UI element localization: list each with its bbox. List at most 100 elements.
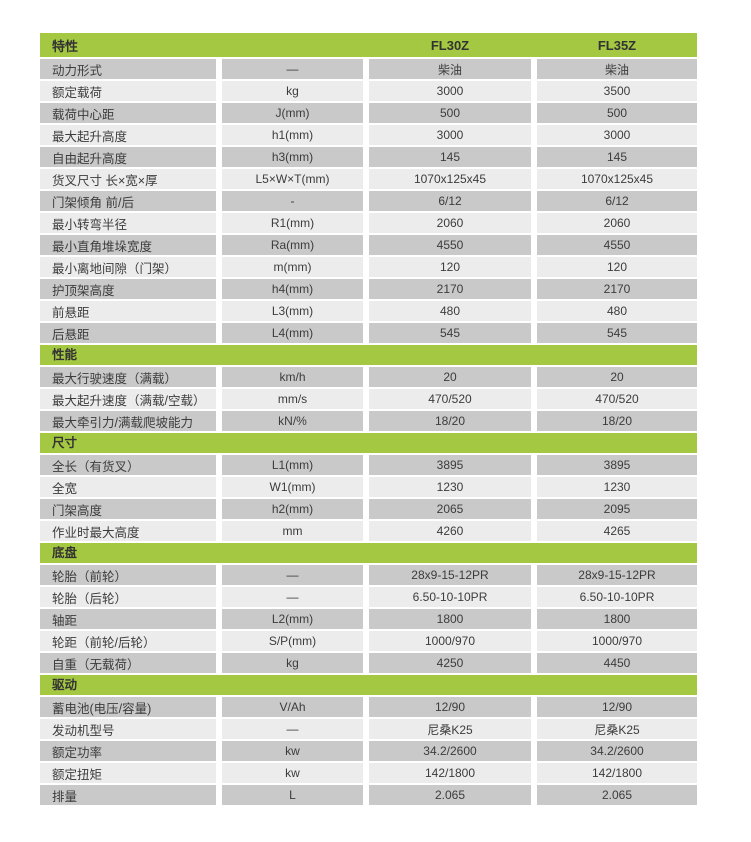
row-unit: h1(mm) <box>222 125 363 145</box>
row-unit: - <box>222 191 363 211</box>
row-unit: kw <box>222 741 363 761</box>
row-unit: mm <box>222 521 363 541</box>
row-unit: V/Ah <box>222 697 363 717</box>
row-unit: L <box>222 785 363 805</box>
row-label: 轴距 <box>40 609 216 629</box>
row-value: 1800 <box>537 609 697 629</box>
row-value: 545 <box>369 323 531 343</box>
header-col-fl30z: FL30Z <box>430 37 470 53</box>
row-value: 2.065 <box>537 785 697 805</box>
row-label: 自由起升高度 <box>40 147 216 167</box>
row-value: 尼桑K25 <box>369 719 531 739</box>
row-value: 2060 <box>537 213 697 233</box>
row-unit: — <box>222 719 363 739</box>
row-label: 门架高度 <box>40 499 216 519</box>
row-value: 120 <box>369 257 531 277</box>
row-value: 3895 <box>537 455 697 475</box>
row-label: 全长（有货叉） <box>40 455 216 475</box>
row-value: 1800 <box>369 609 531 629</box>
section-header-row: 驱动 <box>40 675 697 695</box>
row-unit: — <box>222 587 363 607</box>
row-label: 最小离地间隙（门架） <box>40 257 216 277</box>
row-value: 6.50-10-10PR <box>369 587 531 607</box>
row-label: 护顶架高度 <box>40 279 216 299</box>
row-value: 3000 <box>537 125 697 145</box>
row-label: 门架倾角 前/后 <box>40 191 216 211</box>
spec-table-body: 动力形式 — 柴油 柴油 额定载荷 kg 3000 3500 载荷中心距 J(mm) 500 500 最… <box>40 59 697 805</box>
row-value: 1230 <box>369 477 531 497</box>
section-header-row: 底盘 <box>40 543 697 563</box>
row-unit: J(mm) <box>222 103 363 123</box>
row-value: 1000/970 <box>537 631 697 651</box>
row-unit: kg <box>222 81 363 101</box>
table-row: 最小直角堆垛宽度 Ra(mm) 4550 4550 <box>40 235 697 255</box>
row-label: 最大牵引力/满载爬坡能力 <box>40 411 216 431</box>
row-unit: L3(mm) <box>222 301 363 321</box>
row-value: 545 <box>537 323 697 343</box>
table-row: 轴距 L2(mm) 1800 1800 <box>40 609 697 629</box>
row-unit: L5×W×T(mm) <box>222 169 363 189</box>
row-label: 蓄电池(电压/容量) <box>40 697 216 717</box>
table-row: 蓄电池(电压/容量) V/Ah 12/90 12/90 <box>40 697 697 717</box>
row-unit: — <box>222 59 363 79</box>
row-label: 轮胎（后轮） <box>40 587 216 607</box>
table-row: 最小离地间隙（门架） m(mm) 120 120 <box>40 257 697 277</box>
header-unit-col <box>222 33 363 57</box>
table-row: 后悬距 L4(mm) 545 545 <box>40 323 697 343</box>
row-value: 2.065 <box>369 785 531 805</box>
row-unit: km/h <box>222 367 363 387</box>
row-value: 6/12 <box>537 191 697 211</box>
row-value: 34.2/2600 <box>537 741 697 761</box>
table-row: 最小转弯半径 R1(mm) 2060 2060 <box>40 213 697 233</box>
row-value: 2170 <box>537 279 697 299</box>
row-label: 后悬距 <box>40 323 216 343</box>
table-row: 全宽 W1(mm) 1230 1230 <box>40 477 697 497</box>
row-value: 145 <box>369 147 531 167</box>
row-value: 145 <box>537 147 697 167</box>
table-row: 门架倾角 前/后 -6/12 6/12 <box>40 191 697 211</box>
row-value: 4250 <box>369 653 531 673</box>
row-value: 柴油 <box>537 59 697 79</box>
row-label: 最大起升速度（满载/空载） <box>40 389 216 409</box>
row-unit: R1(mm) <box>222 213 363 233</box>
spec-table: 特性 FL30Z FL35Z 动力形式 — 柴油 柴油 额定载荷 kg 3000 3500 载荷… <box>40 33 697 807</box>
table-row: 发动机型号 — 尼桑K25 尼桑K25 <box>40 719 697 739</box>
table-row: 轮距（前轮/后轮） S/P(mm) 1000/970 1000/970 <box>40 631 697 651</box>
row-label: 载荷中心距 <box>40 103 216 123</box>
row-value: 4550 <box>369 235 531 255</box>
row-value: 6/12 <box>369 191 531 211</box>
row-value: 480 <box>369 301 531 321</box>
table-row: 护顶架高度 h4(mm) 2170 2170 <box>40 279 697 299</box>
row-value: 1070x125x45 <box>537 169 697 189</box>
row-value: 20 <box>537 367 697 387</box>
row-label: 最小直角堆垛宽度 <box>40 235 216 255</box>
row-label: 额定载荷 <box>40 81 216 101</box>
row-label: 额定功率 <box>40 741 216 761</box>
row-value: 柴油 <box>369 59 531 79</box>
row-value: 4260 <box>369 521 531 541</box>
table-header-row: 特性 FL30Z FL35Z <box>40 33 697 57</box>
row-label: 额定扭矩 <box>40 763 216 783</box>
table-row: 轮胎（后轮） — 6.50-10-10PR 6.50-10-10PR <box>40 587 697 607</box>
table-row: 额定功率 kw 34.2/2600 34.2/2600 <box>40 741 697 761</box>
row-value: 28x9-15-12PR <box>537 565 697 585</box>
row-unit: mm/s <box>222 389 363 409</box>
row-value: 3500 <box>537 81 697 101</box>
row-unit: Ra(mm) <box>222 235 363 255</box>
row-value: 18/20 <box>369 411 531 431</box>
row-value: 4265 <box>537 521 697 541</box>
row-value: 3000 <box>369 125 531 145</box>
header-col-fl35z: FL35Z <box>597 37 637 53</box>
row-label: 轮距（前轮/后轮） <box>40 631 216 651</box>
section-header-row: 性能 <box>40 345 697 365</box>
row-label: 自重（无载荷） <box>40 653 216 673</box>
row-label: 排量 <box>40 785 216 805</box>
table-row: 最大起升速度（满载/空载） mm/s 470/520 470/520 <box>40 389 697 409</box>
table-row: 门架高度 h2(mm) 2065 2095 <box>40 499 697 519</box>
row-value: 470/520 <box>369 389 531 409</box>
table-row: 最大起升高度 h1(mm) 3000 3000 <box>40 125 697 145</box>
row-unit: L4(mm) <box>222 323 363 343</box>
header-feature: 特性 <box>52 38 79 54</box>
row-value: 500 <box>537 103 697 123</box>
table-row: 额定扭矩 kw 142/1800 142/1800 <box>40 763 697 783</box>
